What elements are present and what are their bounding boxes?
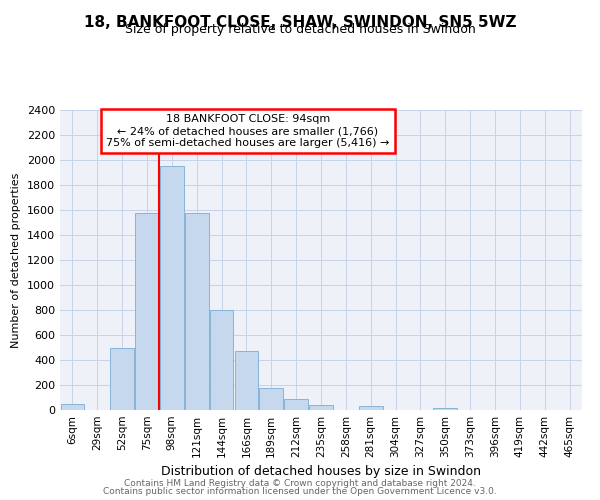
Text: 18, BANKFOOT CLOSE, SHAW, SWINDON, SN5 5WZ: 18, BANKFOOT CLOSE, SHAW, SWINDON, SN5 5… (84, 15, 516, 30)
Bar (185, 212, 209, 410)
Text: Size of property relative to detached houses in Swindon: Size of property relative to detached ho… (125, 22, 475, 36)
Bar (259, 388, 283, 410)
Bar (284, 399, 308, 410)
X-axis label: Distribution of detached houses by size in Swindon: Distribution of detached houses by size … (161, 466, 481, 478)
Bar (160, 166, 184, 410)
Bar (110, 348, 134, 410)
Bar (309, 405, 333, 410)
Bar (235, 350, 258, 410)
Text: Contains HM Land Registry data © Crown copyright and database right 2024.: Contains HM Land Registry data © Crown c… (124, 478, 476, 488)
Y-axis label: Number of detached properties: Number of detached properties (11, 172, 22, 348)
Bar (135, 212, 159, 410)
Text: Contains public sector information licensed under the Open Government Licence v3: Contains public sector information licen… (103, 487, 497, 496)
Bar (433, 408, 457, 410)
Bar (210, 310, 233, 410)
Text: 18 BANKFOOT CLOSE: 94sqm
← 24% of detached houses are smaller (1,766)
75% of sem: 18 BANKFOOT CLOSE: 94sqm ← 24% of detach… (106, 114, 389, 148)
Bar (359, 406, 383, 410)
Bar (61, 404, 84, 410)
